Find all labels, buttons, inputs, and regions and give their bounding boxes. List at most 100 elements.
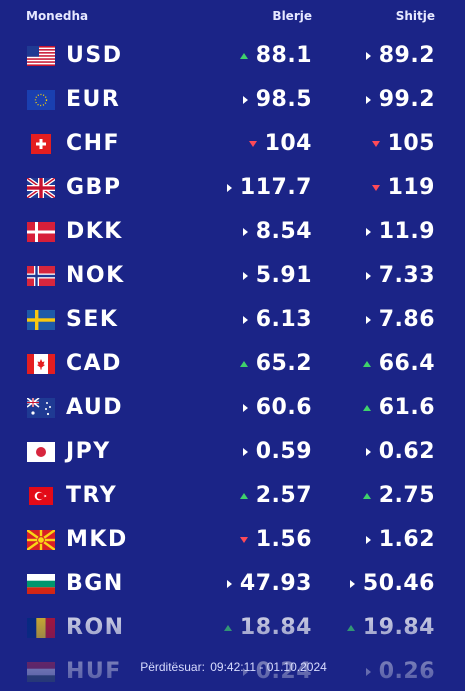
currency-code: DKK (66, 219, 123, 244)
sell-value: 105 (387, 131, 435, 156)
trend-same-icon (365, 448, 371, 456)
rate-row-aud[interactable]: AUD 60.6 61.6 (0, 386, 465, 430)
buy-value: 88.1 (255, 43, 312, 68)
trend-same-icon (242, 96, 248, 104)
flag-mkd-icon (27, 530, 55, 550)
sell-value: 50.46 (362, 571, 435, 596)
currency-code: CHF (66, 131, 121, 156)
buy-rate: 47.93 (226, 569, 312, 599)
buy-rate: 98.5 (242, 85, 312, 115)
rate-row-sek[interactable]: SEK 6.13 7.86 (0, 298, 465, 342)
header-sell: Shitje (395, 9, 435, 23)
currency-code: USD (66, 43, 123, 68)
trend-same-icon (242, 316, 248, 324)
rate-row-usd[interactable]: USD 88.1 89.2 (0, 34, 465, 78)
buy-value: 0.59 (255, 439, 312, 464)
sell-rate: 66.4 (362, 349, 435, 379)
currency-code: CAD (66, 351, 122, 376)
flag-aud-icon (27, 398, 55, 418)
currency-code: BGN (66, 571, 124, 596)
trend-same-icon (365, 96, 371, 104)
rate-row-bgn[interactable]: BGN 47.93 50.46 (0, 562, 465, 606)
trend-same-icon (365, 228, 371, 236)
sell-rate: 19.84 (346, 613, 435, 643)
flag-chf-icon (27, 134, 55, 154)
buy-rate: 5.91 (242, 261, 312, 291)
rate-row-mkd[interactable]: MKD 1.56 1.62 (0, 518, 465, 562)
sell-rate: 7.86 (365, 305, 435, 335)
rate-row-cad[interactable]: CAD 65.2 66.4 (0, 342, 465, 386)
sell-rate: 11.9 (365, 217, 435, 247)
flag-try-icon (27, 486, 55, 506)
buy-value: 98.5 (255, 87, 312, 112)
trend-same-icon (365, 536, 371, 544)
flag-eur-icon (27, 90, 55, 110)
rate-row-jpy[interactable]: JPY 0.59 0.62 (0, 430, 465, 474)
sell-value: 89.2 (378, 43, 435, 68)
trend-same-icon (242, 272, 248, 280)
currency-code: MKD (66, 527, 128, 552)
trend-same-icon (226, 184, 232, 192)
trend-same-icon (365, 272, 371, 280)
trend-up-icon (239, 361, 248, 367)
rate-row-dkk[interactable]: DKK 8.54 11.9 (0, 210, 465, 254)
flag-ron-icon (27, 618, 55, 638)
sell-value: 7.86 (378, 307, 435, 332)
currency-code: JPY (66, 439, 111, 464)
rate-row-try[interactable]: TRY 2.57 2.75 (0, 474, 465, 518)
buy-rate: 88.1 (239, 41, 312, 71)
rate-row-ron[interactable]: RON 18.84 19.84 (0, 606, 465, 650)
buy-value: 8.54 (255, 219, 312, 244)
buy-value: 104 (264, 131, 312, 156)
trend-up-icon (223, 625, 232, 631)
flag-gbp-icon (27, 178, 55, 198)
trend-same-icon (365, 316, 371, 324)
sell-rate: 2.75 (362, 481, 435, 511)
buy-value: 117.7 (239, 175, 312, 200)
header-currency: Monedha (26, 9, 89, 23)
trend-same-icon (349, 580, 355, 588)
currency-code: SEK (66, 307, 119, 332)
trend-same-icon (242, 448, 248, 456)
trend-down-icon (248, 141, 257, 147)
rate-row-gbp[interactable]: GBP 117.7 119 (0, 166, 465, 210)
buy-value: 47.93 (239, 571, 312, 596)
sell-rate: 50.46 (349, 569, 435, 599)
trend-up-icon (362, 405, 371, 411)
trend-down-icon (371, 141, 380, 147)
buy-rate: 117.7 (226, 173, 312, 203)
buy-rate: 18.84 (223, 613, 312, 643)
buy-rate: 1.56 (239, 525, 312, 555)
rate-row-chf[interactable]: CHF 104 105 (0, 122, 465, 166)
currency-code: EUR (66, 87, 121, 112)
trend-up-icon (362, 361, 371, 367)
flag-cad-icon (27, 354, 55, 374)
trend-same-icon (226, 580, 232, 588)
buy-rate: 60.6 (242, 393, 312, 423)
flag-usd-icon (27, 46, 55, 66)
sell-value: 0.62 (378, 439, 435, 464)
flag-sek-icon (27, 310, 55, 330)
rate-row-eur[interactable]: EUR 98.5 99.2 (0, 78, 465, 122)
trend-up-icon (239, 53, 248, 59)
rates-list[interactable]: USD 88.1 89.2 EUR 98.5 99.2 CHF 104 105 GBP 117.7 1… (0, 34, 465, 691)
trend-up-icon (362, 493, 371, 499)
sell-value: 2.75 (378, 483, 435, 508)
buy-value: 18.84 (239, 615, 312, 640)
currency-code: NOK (66, 263, 125, 288)
trend-down-icon (239, 537, 248, 543)
buy-value: 6.13 (255, 307, 312, 332)
rate-row-nok[interactable]: NOK 5.91 7.33 (0, 254, 465, 298)
currency-code: AUD (66, 395, 123, 420)
buy-rate: 6.13 (242, 305, 312, 335)
last-updated: Përditësuar: 09:42:11 - 01.10.2024 (0, 660, 465, 674)
sell-value: 1.62 (378, 527, 435, 552)
trend-same-icon (242, 404, 248, 412)
sell-value: 66.4 (378, 351, 435, 376)
sell-value: 11.9 (378, 219, 435, 244)
sell-rate: 89.2 (365, 41, 435, 71)
buy-rate: 2.57 (239, 481, 312, 511)
buy-value: 1.56 (255, 527, 312, 552)
buy-rate: 65.2 (239, 349, 312, 379)
sell-rate: 7.33 (365, 261, 435, 291)
